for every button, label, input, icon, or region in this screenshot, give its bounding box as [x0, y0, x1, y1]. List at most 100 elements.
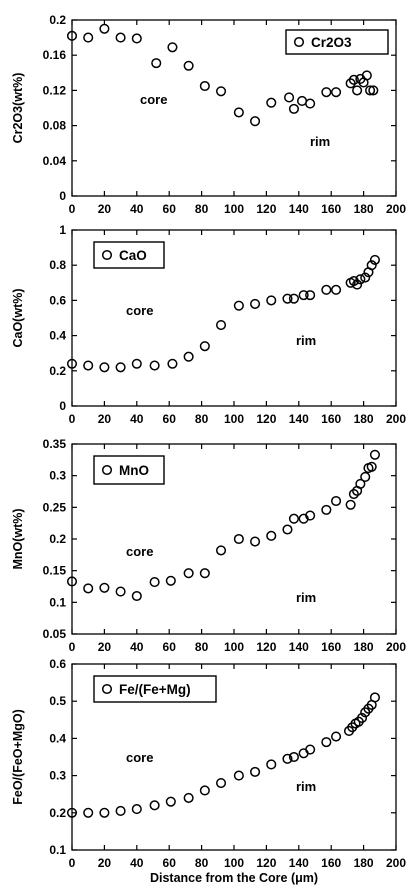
x-tick-label: 0: [69, 202, 76, 216]
legend: Cr2O3: [285, 29, 389, 55]
data-point: [331, 87, 342, 98]
data-point: [215, 319, 227, 331]
data-point: [99, 582, 110, 593]
y-tick-label: 0.1: [49, 843, 66, 857]
data-point: [331, 284, 342, 295]
data-point: [199, 80, 210, 92]
x-tick-label: 180: [354, 412, 374, 426]
legend-marker: [101, 464, 113, 476]
data-point: [365, 85, 376, 96]
legend-marker: [101, 683, 113, 695]
data-point: [149, 800, 160, 811]
panel-4: 0 20 40 60 80 100 120 140 160 180 200 0.1 0.2 0.3 0.4 0…: [11, 657, 406, 885]
x-tick-label: 180: [354, 202, 374, 216]
data-point: [115, 32, 126, 43]
data-point: [83, 807, 94, 818]
x-tick-label: 120: [256, 856, 276, 870]
y-tick-label: 0.4: [49, 731, 66, 745]
data-point: [66, 576, 78, 587]
x-tick-label: 60: [163, 856, 177, 870]
data-point: [83, 360, 94, 371]
x-tick-label: 80: [195, 202, 209, 216]
data-point: [199, 785, 210, 796]
y-tick-label: 0.25: [43, 500, 67, 514]
data-point: [183, 60, 194, 71]
y-tick-label: 0.3: [49, 769, 66, 783]
data-point: [99, 23, 110, 34]
data-point: [305, 98, 316, 109]
y-tick-label: 0.5: [49, 694, 66, 708]
series-points: [66, 692, 380, 818]
x-tick-label: 120: [256, 202, 276, 216]
x-tick-label: 120: [256, 412, 276, 426]
data-point: [183, 792, 194, 803]
data-point: [348, 74, 359, 85]
x-tick-label: 20: [98, 202, 112, 216]
data-point: [298, 748, 309, 759]
x-tick-label: 200: [386, 640, 406, 654]
y-tick-label: 1: [59, 223, 66, 237]
data-point: [369, 449, 380, 460]
legend-box: [93, 675, 217, 703]
data-point: [250, 116, 261, 127]
y-tick-label: 0: [59, 399, 66, 413]
x-tick-label: 80: [195, 856, 209, 870]
data-point: [305, 510, 316, 521]
data-point: [305, 290, 316, 301]
y-tick-label: 0.6: [49, 657, 66, 671]
data-point: [199, 341, 210, 352]
legend-marker: [101, 249, 113, 261]
data-point: [115, 586, 126, 597]
annotation-rim: rim: [310, 134, 330, 149]
x-tick-label: 160: [321, 640, 341, 654]
data-point: [183, 568, 194, 579]
data-point: [305, 744, 316, 755]
data-point: [233, 533, 244, 545]
data-point: [288, 293, 299, 304]
data-point: [331, 731, 342, 742]
y-tick-label: 0.6: [49, 293, 66, 307]
data-point: [282, 524, 293, 535]
panel-1: 0 20 40 60 80 100 120 140 160 180 200 0 0.04 0.08 0.12…: [11, 13, 406, 216]
y-axis-label: MnO(wt%): [11, 508, 25, 569]
annotation-core: core: [126, 750, 153, 765]
x-tick-label: 200: [386, 202, 406, 216]
data-point: [151, 58, 162, 69]
data-point: [99, 362, 110, 373]
y-axis-label: FeO/(FeO+MgO): [11, 709, 25, 805]
series-points: [66, 449, 380, 602]
data-point: [215, 777, 227, 789]
data-point: [298, 290, 309, 301]
data-point: [369, 692, 380, 703]
y-tick-label: 0.4: [49, 329, 66, 343]
y-tick-label: 0.04: [43, 154, 67, 168]
data-point: [115, 805, 126, 816]
y-tick-label: 0.15: [43, 564, 67, 578]
data-point: [321, 504, 332, 515]
legend: Fe/(Fe+Mg): [93, 675, 217, 703]
data-point: [360, 471, 371, 482]
data-point: [250, 766, 261, 777]
data-point: [368, 85, 379, 96]
annotation-core: core: [126, 544, 153, 559]
x-tick-label: 100: [224, 202, 244, 216]
data-point: [356, 712, 368, 723]
data-point: [131, 358, 142, 369]
data-point: [360, 272, 371, 283]
x-tick-label: 100: [224, 640, 244, 654]
y-tick-label: 0.08: [43, 119, 67, 133]
y-tick-label: 0.16: [43, 48, 67, 62]
x-tick-label: 200: [386, 856, 406, 870]
data-point: [83, 32, 94, 43]
y-tick-label: 0.35: [43, 437, 67, 451]
y-tick-label: 0.1: [49, 595, 66, 609]
data-point: [250, 298, 261, 309]
annotation-rim: rim: [296, 779, 316, 794]
data-point: [266, 759, 277, 770]
data-point: [282, 293, 293, 304]
legend-box: [93, 455, 165, 485]
x-tick-label: 20: [98, 640, 112, 654]
x-tick-label: 20: [98, 412, 112, 426]
data-point: [115, 362, 126, 373]
